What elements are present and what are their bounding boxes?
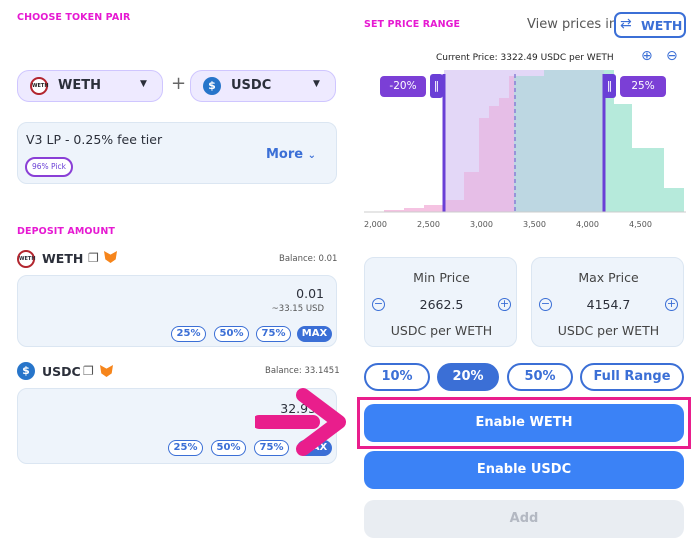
x-tick: 2,500	[417, 220, 440, 229]
usdc-deposit-symbol: USDC	[42, 364, 81, 379]
max-price-unit: USDC per WETH	[557, 323, 660, 338]
x-tick: 3,500	[523, 220, 546, 229]
usdc-50-button[interactable]: 50%	[211, 440, 246, 456]
copy-icon[interactable]: ❐	[88, 251, 99, 265]
pick-badge: 96% Pick	[25, 157, 73, 177]
x-tick: 2,000	[364, 220, 387, 229]
view-prices-label: View prices in	[527, 17, 618, 32]
chevron-down-icon: ⌄	[307, 150, 317, 161]
highlight-box	[357, 397, 691, 449]
min-price-unit: USDC per WETH	[390, 323, 493, 338]
plus-sign: +	[171, 73, 187, 94]
zoom-out-icon[interactable]: ⊖	[666, 48, 678, 64]
swap-arrows-icon: ⇄	[620, 16, 632, 32]
usdc-25-button[interactable]: 25%	[168, 440, 203, 456]
min-price-card: Min Price − 2662.5 + USDC per WETH	[364, 257, 517, 347]
view-prices-toggle[interactable]: ⇄ WETH	[614, 12, 686, 38]
x-tick: 4,000	[576, 220, 599, 229]
min-handle-label: -20%	[380, 76, 426, 97]
token-b-select[interactable]: $ USDC ▼	[190, 70, 336, 102]
range-20-button[interactable]: 20%	[437, 363, 499, 391]
max-price-increase-button[interactable]: +	[665, 297, 678, 311]
weth-75-button[interactable]: 75%	[256, 326, 291, 342]
usdc-75-button[interactable]: 75%	[254, 440, 289, 456]
x-tick: 3,000	[470, 220, 493, 229]
min-range-handle[interactable]: ‖	[430, 74, 443, 98]
range-10-button[interactable]: 10%	[364, 363, 430, 391]
liquidity-chart[interactable]	[364, 70, 686, 216]
zoom-in-icon[interactable]: ⊕	[641, 48, 653, 64]
weth-max-button[interactable]: MAX	[297, 326, 332, 342]
weth-icon: WETH	[30, 77, 49, 95]
chevron-down-icon: ▼	[140, 79, 147, 89]
enable-usdc-button[interactable]: Enable USDC	[364, 451, 684, 489]
metamask-fox-icon[interactable]	[100, 365, 113, 377]
enable-weth-button[interactable]: Enable WETH	[364, 404, 684, 442]
set-price-range-title: SET PRICE RANGE	[364, 19, 461, 30]
min-price-decrease-button[interactable]: −	[372, 297, 385, 311]
weth-icon: WETH	[17, 250, 36, 268]
x-tick: 4,500	[629, 220, 652, 229]
liquidity-bars-right	[514, 70, 684, 212]
fee-tier-label: V3 LP - 0.25% fee tier	[26, 132, 163, 147]
add-button[interactable]: Add	[364, 500, 684, 538]
weth-50-button[interactable]: 50%	[214, 326, 249, 342]
usdc-icon: $	[203, 77, 221, 95]
pointer-arrow-icon	[255, 388, 346, 456]
min-price-increase-button[interactable]: +	[498, 297, 511, 311]
weth-balance: Balance: 0.01	[279, 254, 338, 264]
max-range-handle[interactable]: ‖	[603, 74, 616, 98]
max-handle-label: 25%	[620, 76, 666, 97]
weth-deposit-symbol: WETH	[42, 251, 84, 266]
liquidity-bars-left	[364, 76, 514, 212]
usdc-icon: $	[17, 362, 35, 380]
max-price-decrease-button[interactable]: −	[539, 297, 552, 311]
max-price-card: Max Price − 4154.7 + USDC per WETH	[531, 257, 684, 347]
weth-25-button[interactable]: 25%	[171, 326, 206, 342]
min-price-value[interactable]: 2662.5	[419, 297, 464, 312]
current-price: Current Price: 3322.49 USDC per WETH	[436, 53, 614, 63]
metamask-fox-icon[interactable]	[104, 251, 117, 263]
usdc-balance: Balance: 33.1451	[265, 366, 340, 376]
weth-percent-buttons: 25% 50% 75% MAX	[18, 326, 338, 342]
max-price-value[interactable]: 4154.7	[586, 297, 631, 312]
weth-amount-usd: ~33.15 USD	[271, 304, 324, 314]
weth-amount-value: 0.01	[296, 286, 324, 301]
token-a-select[interactable]: WETH WETH ▼	[17, 70, 163, 102]
choose-token-pair-title: CHOOSE TOKEN PAIR	[17, 12, 131, 23]
more-button[interactable]: More ⌄	[266, 147, 317, 162]
token-a-symbol: WETH	[58, 78, 101, 93]
max-price-title: Max Price	[578, 270, 639, 285]
deposit-amount-title: DEPOSIT AMOUNT	[17, 226, 116, 237]
chevron-down-icon: ▼	[313, 79, 320, 89]
weth-amount-input[interactable]: 0.01 ~33.15 USD 25% 50% 75% MAX	[17, 275, 337, 347]
fee-tier-card: V3 LP - 0.25% fee tier 96% Pick More ⌄	[17, 122, 337, 184]
token-b-symbol: USDC	[231, 78, 272, 93]
view-prices-token: WETH	[641, 18, 683, 33]
copy-icon[interactable]: ❐	[83, 364, 94, 378]
range-full-button[interactable]: Full Range	[580, 363, 684, 391]
min-price-title: Min Price	[413, 270, 470, 285]
range-50-button[interactable]: 50%	[507, 363, 573, 391]
